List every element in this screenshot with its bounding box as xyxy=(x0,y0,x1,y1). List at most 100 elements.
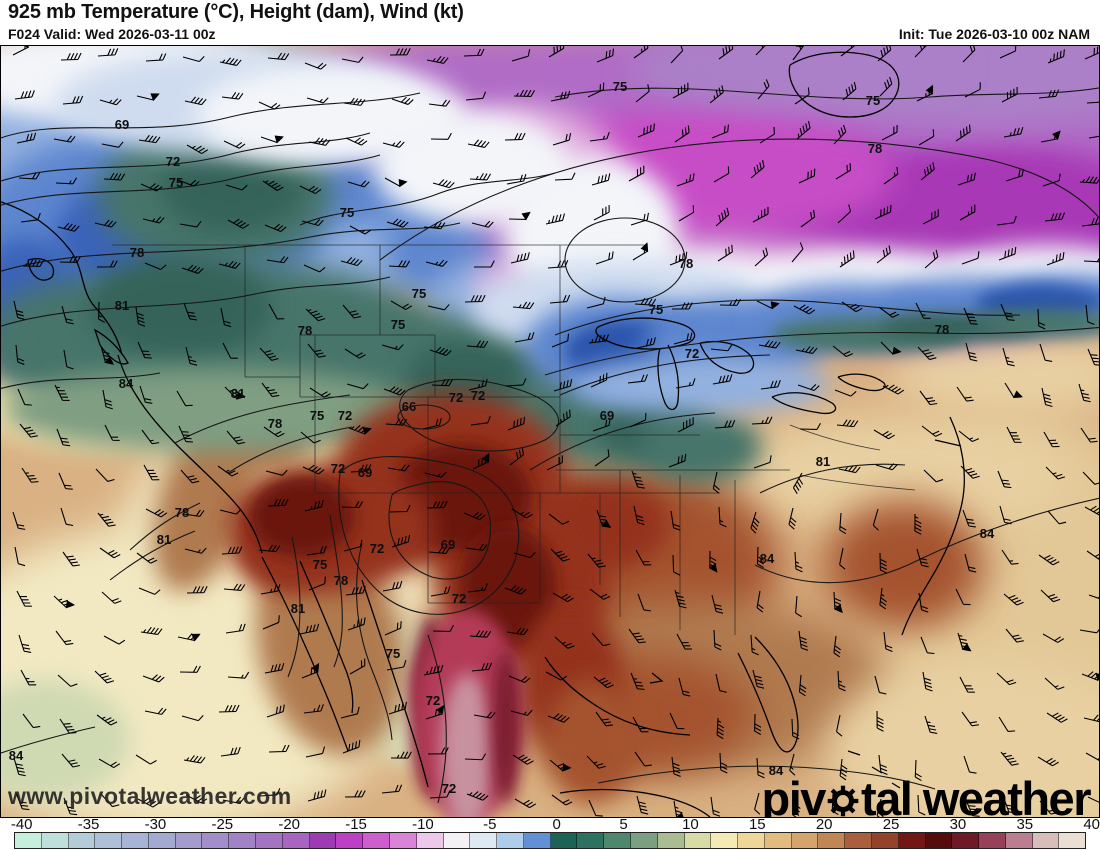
colorbar-cell xyxy=(389,833,417,848)
height-contour-label: 75 xyxy=(340,205,354,220)
height-contour-label: 75 xyxy=(613,79,627,94)
colorbar-cell xyxy=(336,833,364,848)
colorbar-cell xyxy=(1005,833,1033,848)
colorbar-tick-label: -15 xyxy=(345,816,367,833)
model-init-label: Init: Tue 2026-03-10 00z NAM xyxy=(898,26,1090,42)
height-contour-label: 69 xyxy=(115,117,129,132)
pivotal-weather-logo[interactable]: piv tal weather xyxy=(761,772,1092,818)
colorbar-cell xyxy=(443,833,471,848)
header-bar: 925 mb Temperature (°C), Height (dam), W… xyxy=(0,0,1100,45)
colorbar-tick-label: -5 xyxy=(483,816,497,833)
logo-text-pre: piv xyxy=(761,772,827,818)
temperature-colorbar: -40 -35 -30 -25 -20 -15 -10 -5 0 5 10 15 20 25 30 35 40 xyxy=(0,816,1100,850)
colorbar-cell xyxy=(363,833,390,848)
colorbar-cell xyxy=(630,833,658,848)
height-contour-label: 81 xyxy=(816,454,830,469)
colorbar-cell xyxy=(282,833,310,848)
height-contour-label: 72 xyxy=(471,388,485,403)
colorbar-cell xyxy=(15,833,42,848)
weather-map-canvas: 69 72 75 75 75 75 78 78 81 75 75 78 78 75 78 72 69 84 81 72… xyxy=(0,45,1100,818)
colorbar-tick-label: 0 xyxy=(552,816,561,833)
colorbar-cell xyxy=(68,833,96,848)
colorbar-cell xyxy=(818,833,846,848)
height-contour-label: 75 xyxy=(391,317,405,332)
wind-barb-layer xyxy=(12,45,1100,818)
colorbar-tick-label: -35 xyxy=(77,816,100,833)
height-contour-label: 84 xyxy=(769,763,784,778)
colorbar-cell xyxy=(925,833,953,848)
colorbar-cell xyxy=(738,833,765,848)
height-contour-label: 72 xyxy=(685,346,699,361)
height-contour-label: 72 xyxy=(331,461,345,476)
height-contour-label: 81 xyxy=(157,532,171,547)
height-contour-label: 84 xyxy=(760,551,775,566)
colorbar-cell xyxy=(711,833,739,848)
colorbar-tick-label: 30 xyxy=(949,816,967,833)
colorbar-tick-label: -40 xyxy=(10,816,33,833)
colorbar-tick-label: 15 xyxy=(748,816,766,833)
colorbar-tick-label: -30 xyxy=(144,816,167,833)
colorbar-cell xyxy=(898,833,926,848)
height-contour-label: 72 xyxy=(338,408,352,423)
colorbar-tick-label: 40 xyxy=(1083,816,1100,833)
colorbar-tick-label: 35 xyxy=(1016,816,1034,833)
colorbar-cell xyxy=(229,833,257,848)
height-contour-label: 84 xyxy=(119,376,134,391)
height-contour-label: 75 xyxy=(649,302,663,317)
height-contour-label: 81 xyxy=(115,298,129,313)
colorbar-cell xyxy=(657,833,685,848)
height-contour-label: 69 xyxy=(441,537,455,552)
colorbar-cell xyxy=(791,833,819,848)
height-contour-label: 69 xyxy=(600,408,614,423)
colorbar-cell xyxy=(497,833,524,848)
height-contour-label: 66 xyxy=(402,399,416,414)
height-contour-label: 72 xyxy=(370,541,384,556)
height-contour-label: 78 xyxy=(298,323,312,338)
height-contour-label: 84 xyxy=(980,526,995,541)
forecast-valid-label: F024 Valid: Wed 2026-03-11 00z xyxy=(8,26,216,42)
colorbar-cell xyxy=(309,833,337,848)
colorbar-cell xyxy=(550,833,578,848)
height-contour-label: 72 xyxy=(449,390,463,405)
height-contour-label: 81 xyxy=(291,601,305,616)
height-contour-label: 75 xyxy=(866,93,880,108)
colorbar-cell xyxy=(416,833,444,848)
height-contour-label: 78 xyxy=(175,505,189,520)
colorbar-cell xyxy=(952,833,980,848)
height-contour-label: 75 xyxy=(386,646,400,661)
colorbar-cell xyxy=(202,833,230,848)
height-contours xyxy=(0,87,1100,804)
colorbar-cell xyxy=(604,833,631,848)
colorbar-cell xyxy=(764,833,792,848)
height-contour-label: 75 xyxy=(313,557,327,572)
height-contour-label: 75 xyxy=(310,408,324,423)
page-title: 925 mb Temperature (°C), Height (dam), W… xyxy=(8,1,464,23)
height-contour-label: 72 xyxy=(426,693,440,708)
watermark-url[interactable]: www.pivotalweather.com xyxy=(8,783,292,809)
colorbar-tick-label: -10 xyxy=(412,816,434,833)
colorbar-tick-label: 10 xyxy=(682,816,699,833)
colorbar-tick-label: -25 xyxy=(211,816,234,833)
colorbar-cell xyxy=(148,833,176,848)
colorbar-cell xyxy=(256,833,283,848)
height-contour-label: 75 xyxy=(412,286,426,301)
colorbar-cell xyxy=(684,833,712,848)
colorbar-cell xyxy=(872,833,899,848)
colorbar-cell xyxy=(523,833,551,848)
colorbar-cell xyxy=(95,833,123,848)
height-contour-label: 78 xyxy=(334,573,348,588)
height-contour-label: 78 xyxy=(130,245,144,260)
colorbar-cells xyxy=(14,832,1086,849)
colorbar-cell xyxy=(470,833,498,848)
colorbar-cell xyxy=(175,833,203,848)
height-contour-label: 75 xyxy=(169,175,183,190)
colorbar-tick-label: 25 xyxy=(882,816,900,833)
height-contour-label: 72 xyxy=(166,154,180,169)
colorbar-cell xyxy=(1032,833,1060,848)
weather-map: 69 72 75 75 75 75 78 78 81 75 75 78 78 75 78 72 69 84 81 72… xyxy=(0,45,1100,818)
colorbar-tick-label: 20 xyxy=(815,816,833,833)
height-contour-label: 81 xyxy=(231,386,245,401)
height-contour-labels: 69 72 75 75 75 75 78 78 81 75 75 78 78 75 78 72 69 84 81 72… xyxy=(9,79,995,796)
height-contour-label: 78 xyxy=(935,322,949,337)
